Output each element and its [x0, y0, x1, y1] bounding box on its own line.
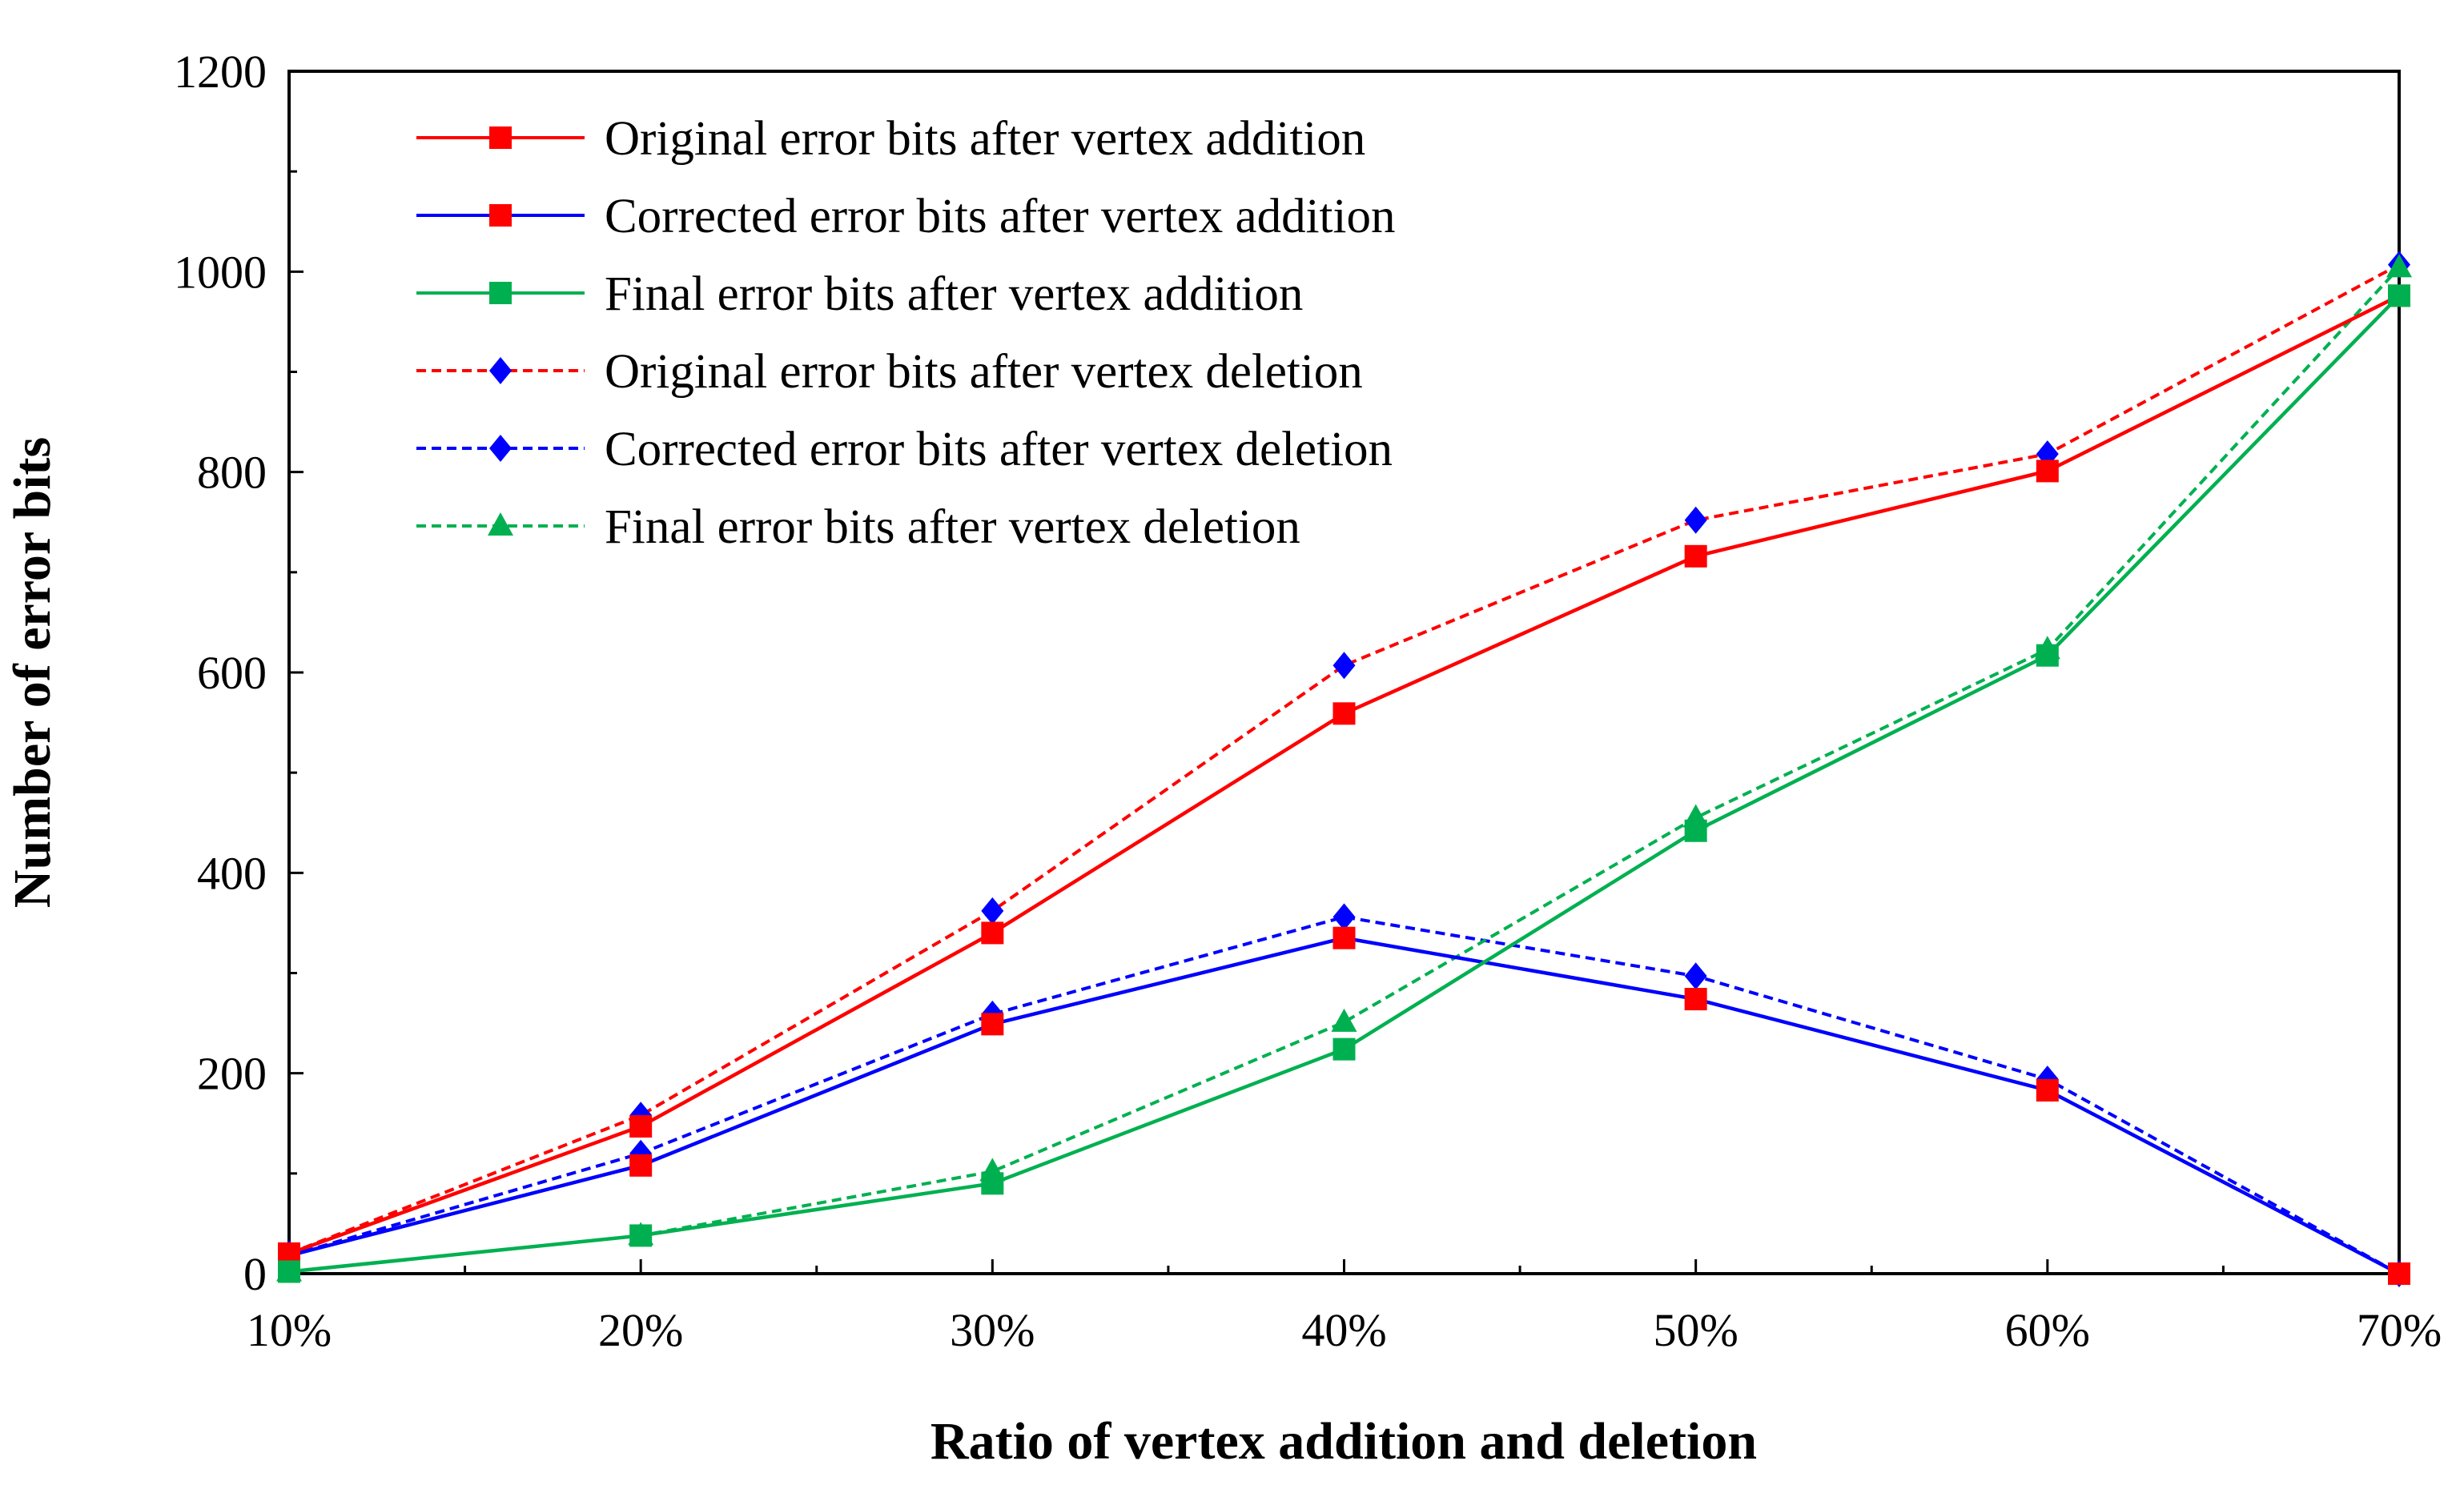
x-tick-label: 60% [2005, 1304, 2090, 1356]
data-point [1684, 962, 1707, 990]
legend-item: Original error bits after vertex deletio… [416, 345, 1363, 399]
legend-item: Corrected error bits after vertex deleti… [416, 423, 1393, 476]
data-point [1332, 652, 1356, 680]
y-axis-title: Number of error bits [3, 437, 62, 908]
data-point [629, 1154, 653, 1177]
data-point [981, 897, 1004, 925]
y-tick-label: 800 [197, 447, 267, 499]
y-tick-label: 600 [197, 647, 267, 699]
data-point [1332, 926, 1356, 949]
x-axis-title: Ratio of vertex addition and deletion [931, 1412, 1757, 1471]
data-point [278, 1260, 300, 1283]
series-6 [276, 254, 2412, 1282]
legend-marker [488, 512, 513, 536]
series-2 [278, 926, 2410, 1285]
y-axis-ticks: 0 200 400 600 800 1000 1200 [174, 46, 303, 1300]
series-line [288, 266, 2401, 1274]
y-tick-label: 200 [197, 1048, 267, 1100]
data-point [1332, 1037, 1356, 1061]
series-line [288, 915, 2400, 1275]
data-point [981, 1172, 1004, 1195]
legend-marker [489, 282, 512, 304]
data-point [981, 921, 1004, 945]
series-line [288, 936, 2401, 1275]
x-tick-label: 70% [2357, 1304, 2442, 1356]
legend-item: Original error bits after vertex additio… [416, 112, 1365, 166]
data-point [1684, 544, 1707, 568]
data-point [629, 1115, 653, 1138]
legend-label: Original error bits after vertex deletio… [605, 345, 1363, 399]
legend-marker [489, 126, 512, 149]
series-layer [276, 251, 2412, 1287]
legend-item: Corrected error bits after vertex additi… [416, 190, 1395, 243]
x-tick-label: 50% [1654, 1304, 1738, 1356]
data-point [2036, 644, 2059, 667]
data-point [1684, 819, 1707, 842]
legend: Original error bits after vertex additio… [416, 112, 1395, 554]
data-point [2036, 1078, 2059, 1102]
data-point [629, 1224, 653, 1247]
legend-label: Original error bits after vertex additio… [605, 112, 1365, 166]
legend-marker [489, 435, 512, 462]
y-tick-label: 400 [197, 847, 267, 899]
data-point [1332, 903, 1356, 931]
data-point [1684, 506, 1707, 534]
x-axis-ticks: 10% 20% 30% 40% 50% 60% 70% [247, 1259, 2442, 1356]
legend-item: Final error bits after vertex addition [416, 267, 1303, 321]
data-point [2036, 460, 2059, 483]
legend-item: Final error bits after vertex deletion [416, 500, 1300, 554]
legend-label: Corrected error bits after vertex additi… [605, 190, 1395, 243]
data-point [1332, 702, 1356, 725]
data-point [2388, 1262, 2410, 1285]
x-tick-label: 10% [247, 1304, 332, 1356]
legend-label: Final error bits after vertex addition [605, 267, 1303, 321]
legend-marker [489, 204, 512, 227]
series-4 [278, 251, 2410, 1267]
y-tick-label: 1000 [174, 246, 267, 298]
y-tick-label: 1200 [174, 46, 267, 98]
x-tick-label: 30% [950, 1304, 1035, 1356]
data-point [1684, 988, 1707, 1011]
legend-marker [489, 357, 512, 384]
data-point [2386, 254, 2412, 278]
legend-label: Final error bits after vertex deletion [605, 500, 1300, 554]
data-point [981, 1013, 1004, 1036]
series-3 [278, 284, 2410, 1283]
series-line [288, 263, 2400, 1255]
y-tick-label: 0 [243, 1248, 267, 1300]
data-point [2388, 284, 2410, 307]
legend-label: Corrected error bits after vertex deleti… [605, 423, 1393, 476]
x-tick-label: 20% [598, 1304, 683, 1356]
series-5 [278, 903, 2410, 1287]
x-tick-label: 40% [1301, 1304, 1386, 1356]
data-point [1331, 1008, 1357, 1032]
